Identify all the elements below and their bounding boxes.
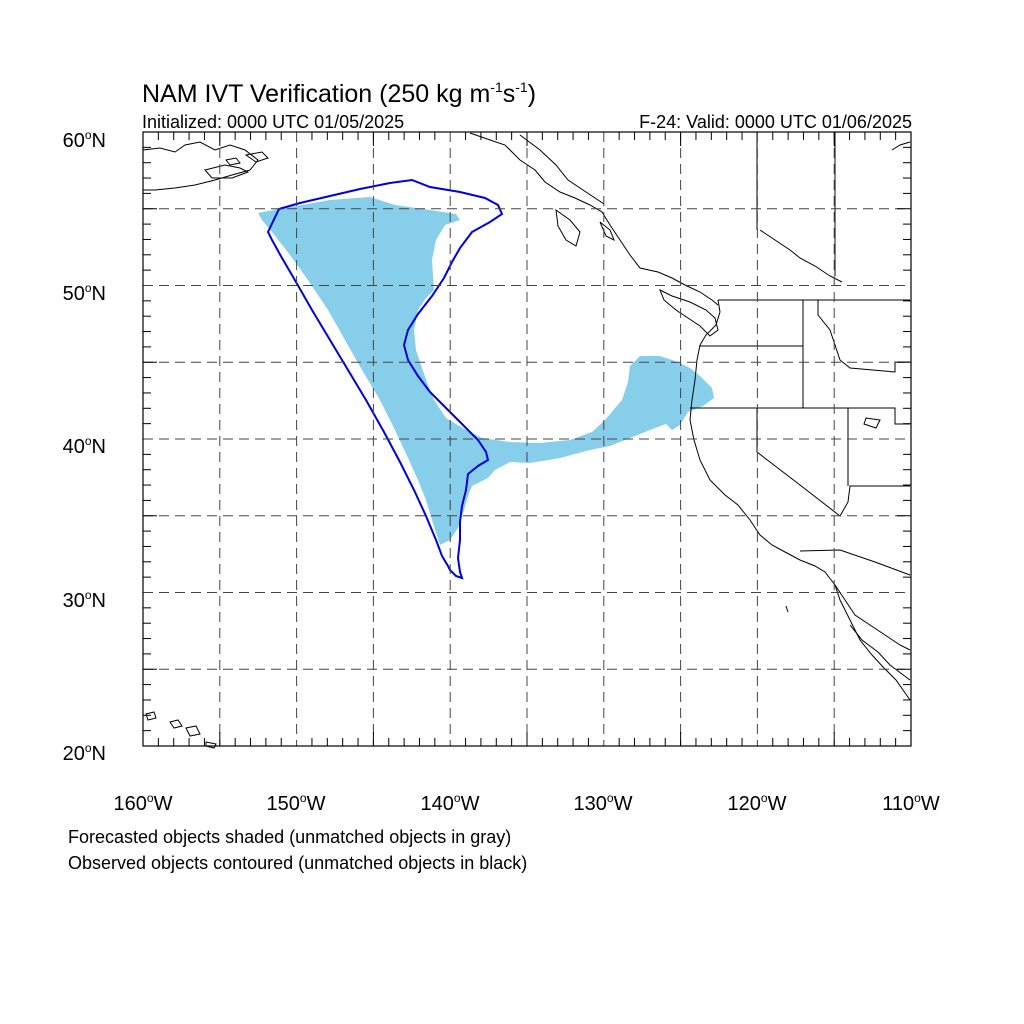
lat-label-50n: 50oN <box>62 281 106 305</box>
lat-label-30n: 30oN <box>62 588 106 612</box>
observed-object-contour <box>266 178 504 580</box>
init-time-label: Initialized: 0000 UTC 01/05/2025 <box>142 112 405 132</box>
observed-legend-note: Observed objects contoured (unmatched ob… <box>68 853 528 873</box>
lon-label-160w: 160oW <box>113 791 173 815</box>
lon-label-120w: 120oW <box>727 791 787 815</box>
map-title: NAM IVT Verification (250 kg m-1s-1) <box>142 79 537 108</box>
forecast-object-shading <box>258 197 714 545</box>
lon-label-110w: 110oW <box>882 791 940 815</box>
lat-label-40n: 40oN <box>62 434 106 458</box>
axis-ticks <box>143 132 911 746</box>
lon-label-130w: 130oW <box>573 791 633 815</box>
lon-label-150w: 150oW <box>266 791 326 815</box>
valid-time-label: F-24: Valid: 0000 UTC 01/06/2025 <box>639 112 912 132</box>
lat-label-20n: 20oN <box>62 741 106 765</box>
forecast-legend-note: Forecasted objects shaded (unmatched obj… <box>68 827 512 847</box>
lon-label-140w: 140oW <box>420 791 480 815</box>
lat-label-60n: 60oN <box>62 128 106 152</box>
lat-lon-grid <box>143 132 911 746</box>
